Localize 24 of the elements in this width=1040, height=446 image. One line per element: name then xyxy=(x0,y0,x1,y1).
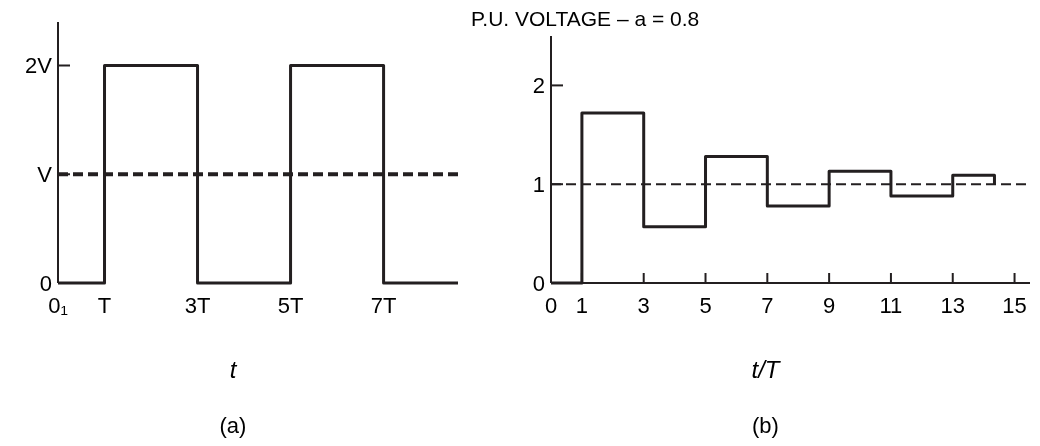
y-tick-label: 2V xyxy=(25,53,53,79)
x-tick-label: 7 xyxy=(761,293,774,318)
x-tick-label: 1 xyxy=(575,293,589,318)
x-tick-label: 9 xyxy=(823,293,836,318)
x-tick-label: 7T xyxy=(370,293,397,318)
x-tick-label: 5 xyxy=(699,293,712,318)
text: (b) xyxy=(752,413,779,438)
x-tick-label: T xyxy=(97,293,112,318)
x-tick-label: 0₁ xyxy=(48,293,68,318)
y-tick-label: V xyxy=(37,161,53,187)
y-tick-label: 0 xyxy=(532,270,545,296)
y-axis-title: P.U. VOLTAGE – a = 0.8 xyxy=(471,7,700,30)
y-tick-label: 0 xyxy=(39,270,52,296)
x-tick-label: 11 xyxy=(879,293,903,318)
x-axis-title: t/T xyxy=(751,356,782,383)
x-tick-label: 15 xyxy=(1002,293,1027,318)
text: (a) xyxy=(219,413,247,438)
x-tick-label: 13 xyxy=(940,293,965,318)
y-tick-label: 1 xyxy=(532,171,545,197)
x-tick-label: 3T xyxy=(184,293,211,318)
x-tick-label: 5T xyxy=(277,293,304,318)
x-axis-title: t xyxy=(229,356,238,383)
y-tick-label: 2 xyxy=(532,73,545,99)
x-tick-label: 3 xyxy=(637,293,650,318)
